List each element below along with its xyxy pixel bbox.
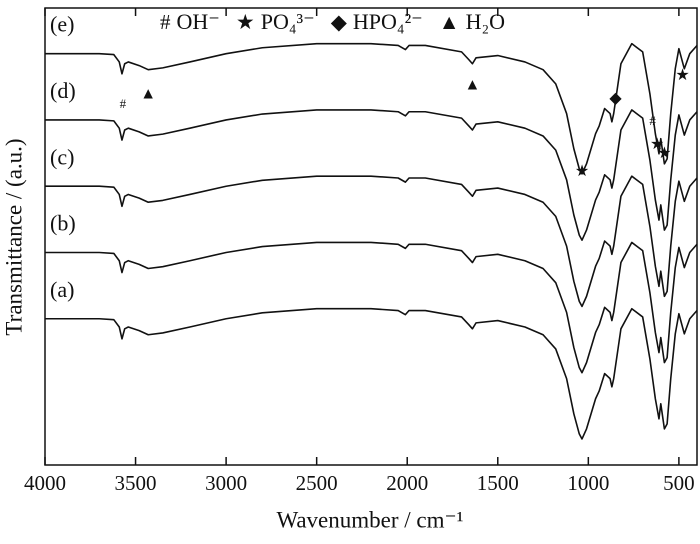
band-marker: ▲ [465, 76, 481, 93]
series-label: (d) [50, 78, 76, 103]
x-tick-label: 2000 [386, 471, 428, 495]
legend-label: OH⁻ [177, 9, 220, 34]
spectrum-line [45, 42, 698, 175]
legend-symbol: ▲ [439, 10, 460, 34]
band-marker: ★ [675, 67, 689, 84]
spectrum-line [45, 109, 698, 241]
legend-symbol: # [160, 10, 171, 34]
x-tick-label: 3000 [205, 471, 247, 495]
spectrum-line [45, 241, 698, 374]
series-label: (c) [50, 144, 74, 169]
legend-symbol: ◆ [331, 10, 348, 34]
legend-label: HPO₄²⁻ [353, 9, 423, 34]
x-tick-label: 2500 [296, 471, 338, 495]
band-marker: ★ [657, 145, 671, 162]
series-label: (e) [50, 12, 74, 37]
x-tick-label: 500 [663, 471, 695, 495]
band-marker: # [649, 113, 656, 128]
legend-label: PO₄³⁻ [261, 9, 315, 34]
plot-frame [44, 7, 698, 466]
band-marker: ▲ [140, 86, 156, 103]
y-axis-label: Transmittance / (a.u.) [1, 138, 26, 335]
spectrum-line [45, 307, 698, 440]
band-marker: ◆ [609, 90, 622, 107]
x-tick-label: 1500 [477, 471, 519, 495]
band-marker: ★ [575, 163, 589, 180]
legend-label: H₂O [466, 9, 505, 34]
series-label: (b) [50, 211, 76, 236]
x-tick-label: 3500 [115, 471, 157, 495]
x-tick-label: 4000 [24, 471, 66, 495]
series-label: (a) [50, 277, 74, 302]
x-tick-label: 1000 [567, 471, 609, 495]
x-axis-label: Wavenumber / cm⁻¹ [276, 507, 463, 532]
band-marker: ★ [650, 136, 664, 153]
legend-symbol: ★ [236, 10, 255, 34]
band-marker: # [120, 96, 127, 111]
spectrum-line [45, 175, 698, 308]
